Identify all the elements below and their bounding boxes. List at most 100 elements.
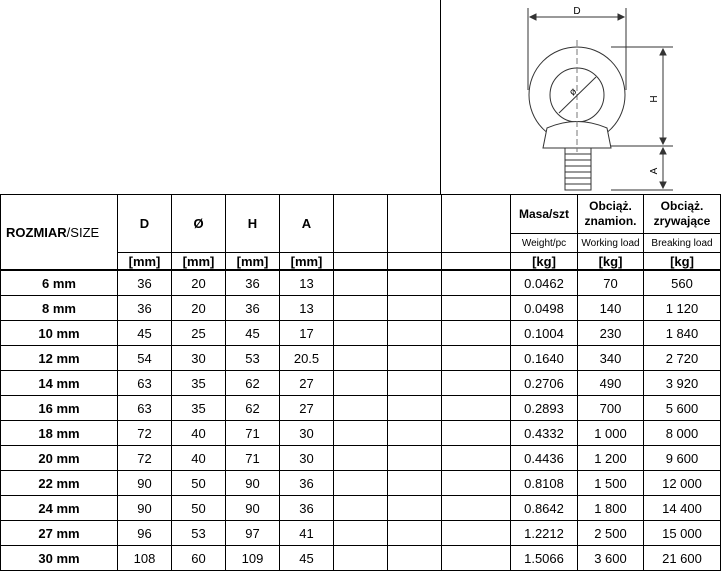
table-row: 18 mm 72 40 71 30 0.4332 1 000 8 000 (0, 420, 721, 446)
table-row: 16 mm 63 35 62 27 0.2893 700 5 600 (0, 395, 721, 421)
column-header: Ø (171, 194, 226, 253)
dimension-cell: 45 (279, 545, 334, 571)
empty-cell (333, 545, 388, 571)
dimension-cell: 45 (225, 320, 280, 346)
empty-cell (387, 495, 442, 521)
dimension-cell: 36 (225, 269, 280, 296)
breaking-load-cell: 5 600 (643, 395, 721, 421)
dimension-cell: 20 (171, 269, 226, 296)
empty-cell (333, 345, 388, 371)
dimension-cell: 27 (279, 370, 334, 396)
unit-kg: [kg] (577, 252, 644, 271)
column-header: H (225, 194, 280, 253)
dimension-cell: 36 (117, 269, 172, 296)
empty-cell (441, 495, 511, 521)
dimension-cell: 35 (171, 395, 226, 421)
empty-cell (333, 420, 388, 446)
empty-cell (387, 470, 442, 496)
empty-cell (387, 194, 442, 253)
empty-cell (387, 395, 442, 421)
breaking-load-cell: 560 (643, 269, 721, 296)
dimension-cell: 40 (171, 445, 226, 471)
dimension-cell: 36 (117, 295, 172, 321)
working-load-cell: 2 500 (577, 520, 644, 546)
table-row: 8 mm 36 20 36 13 0.0498 140 1 120 (0, 295, 721, 321)
dimension-cell: 90 (117, 495, 172, 521)
mass-header: Masa/szt (510, 194, 578, 234)
empty-cell (387, 320, 442, 346)
breaking-load-cell: 1 120 (643, 295, 721, 321)
size-cell: 16 mm (0, 395, 118, 421)
empty-cell (387, 420, 442, 446)
breaking-load-cell: 12 000 (643, 470, 721, 496)
empty-cell (333, 370, 388, 396)
breaking-load-cell: 21 600 (643, 545, 721, 571)
table-row: 27 mm 96 53 97 41 1.2212 2 500 15 000 (0, 520, 721, 546)
working-load-cell: 1 200 (577, 445, 644, 471)
unit-mm: [mm] (117, 252, 172, 271)
breaking-load-cell: 1 840 (643, 320, 721, 346)
dimension-cell: 72 (117, 445, 172, 471)
mass-cell: 0.8642 (510, 495, 578, 521)
dimension-cell: 30 (171, 345, 226, 371)
working-load-cell: 140 (577, 295, 644, 321)
dimension-cell: 53 (225, 345, 280, 371)
dimension-cell: 36 (279, 470, 334, 496)
eye-bolt-drawing: D ø H A (527, 6, 673, 191)
empty-cell (441, 545, 511, 571)
empty-cell (387, 445, 442, 471)
working-header: Obciąż. znamion. (577, 194, 644, 234)
dimension-cell: 63 (117, 395, 172, 421)
dimension-cell: 53 (171, 520, 226, 546)
size-header: ROZMIAR/SIZE (0, 194, 118, 271)
size-cell: 12 mm (0, 345, 118, 371)
table-row: 20 mm 72 40 71 30 0.4436 1 200 9 600 (0, 445, 721, 471)
size-cell: 20 mm (0, 445, 118, 471)
top-area: D ø H A (0, 0, 722, 195)
empty-cell (333, 269, 388, 296)
dimension-cell: 20.5 (279, 345, 334, 371)
empty-cell (387, 252, 442, 271)
breaking-load-cell: 14 400 (643, 495, 721, 521)
unit-mm: [mm] (171, 252, 226, 271)
dimension-cell: 27 (279, 395, 334, 421)
empty-cell (333, 495, 388, 521)
working-load-cell: 1 500 (577, 470, 644, 496)
working-load-cell: 70 (577, 269, 644, 296)
working-load-cell: 490 (577, 370, 644, 396)
dimension-cell: 97 (225, 520, 280, 546)
table-row: 10 mm 45 25 45 17 0.1004 230 1 840 (0, 320, 721, 346)
mass-cell: 0.4332 (510, 420, 578, 446)
working-load-cell: 1 000 (577, 420, 644, 446)
dimension-cell: 20 (171, 295, 226, 321)
dimension-cell: 71 (225, 420, 280, 446)
unit-kg: [kg] (510, 252, 578, 271)
empty-cell (333, 470, 388, 496)
empty-cell (333, 445, 388, 471)
mass-cell: 0.4436 (510, 445, 578, 471)
empty-cell (387, 370, 442, 396)
column-header: D (117, 194, 172, 253)
dimension-cell: 25 (171, 320, 226, 346)
working-load-cell: 230 (577, 320, 644, 346)
mass-cell: 0.2706 (510, 370, 578, 396)
dimension-cell: 109 (225, 545, 280, 571)
working-header-line: Obciąż. (589, 199, 632, 213)
breaking-header-line: Obciąż. (660, 199, 704, 213)
dimension-cell: 30 (279, 420, 334, 446)
empty-cell (441, 295, 511, 321)
dimension-cell: 40 (171, 420, 226, 446)
working-load-cell: 3 600 (577, 545, 644, 571)
table-row: 6 mm 36 20 36 13 0.0462 70 560 (0, 269, 721, 296)
dimension-cell: 60 (171, 545, 226, 571)
dimension-cell: 45 (117, 320, 172, 346)
size-header-rest: /SIZE (66, 224, 100, 240)
empty-cell (333, 320, 388, 346)
empty-cell (441, 445, 511, 471)
table-row: Weight/pc Working load Breaking load (1, 233, 721, 253)
empty-cell (441, 370, 511, 396)
empty-cell (441, 395, 511, 421)
size-header-bold: ROZMIAR (6, 224, 67, 240)
size-cell: 10 mm (0, 320, 118, 346)
empty-cell (441, 520, 511, 546)
